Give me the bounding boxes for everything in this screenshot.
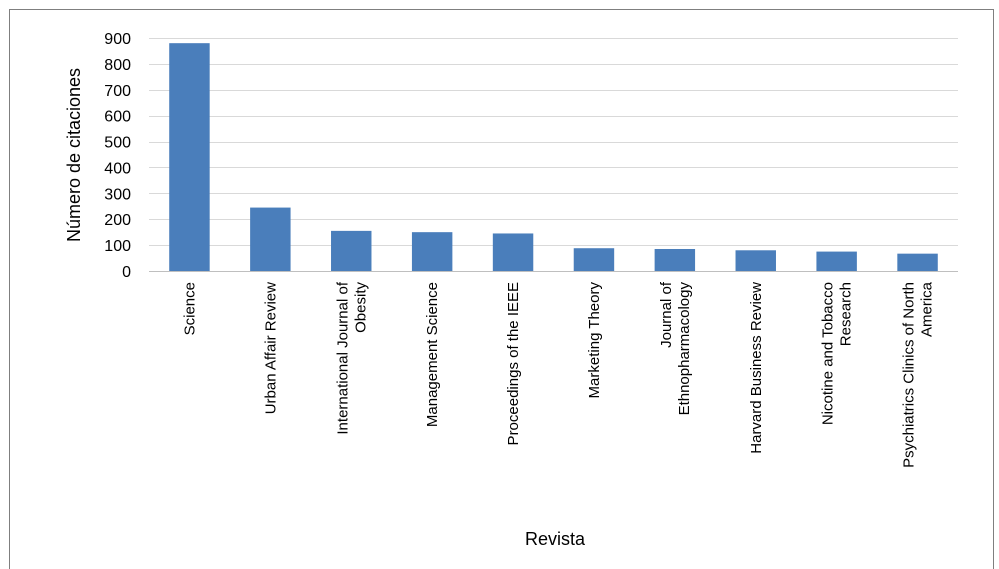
x-category-label-line: Urban Affair Review: [262, 282, 279, 414]
bar: [411, 232, 453, 271]
y-tick-label: 300: [104, 186, 131, 203]
y-tick-label: 700: [104, 83, 131, 100]
y-tick-label: 0: [122, 264, 131, 281]
x-category-label: Science: [181, 282, 198, 335]
bar: [897, 253, 938, 271]
y-tick-label: 900: [104, 31, 131, 48]
x-category-label: International Journal of Obesity: [334, 281, 369, 434]
x-category-label-line: America: [919, 281, 936, 337]
x-category-label: Journal of Ethnopharmacology: [658, 281, 693, 415]
bars: [169, 43, 938, 271]
y-tick-label: 800: [104, 57, 131, 74]
x-category-label: Nicotine and Tobacco Research: [820, 282, 855, 425]
x-category-label-line: International Journal of: [334, 281, 351, 434]
bar: [331, 230, 372, 271]
x-category-label-line: Nicotine and Tobacco: [820, 282, 837, 425]
x-category-label-line: Marketing Theory: [586, 282, 603, 399]
y-tick-label: 100: [104, 238, 131, 255]
x-category-label: Urban Affair Review: [262, 282, 279, 414]
x-category-labels: Science Urban Affair Review International …: [181, 281, 935, 468]
x-category-label-line: Research: [838, 282, 855, 346]
y-tick-label: 400: [104, 160, 131, 177]
x-category-label-line: Obesity: [352, 282, 369, 333]
x-category-label: Marketing Theory: [586, 282, 603, 399]
x-category-label-line: Ethnopharmacology: [676, 282, 693, 416]
x-category-label: Harvard Business Review: [748, 282, 765, 454]
x-category-label: Psychiatrics Clinics of North America: [901, 281, 936, 468]
bar: [816, 251, 857, 271]
x-category-label-line: Harvard Business Review: [748, 282, 765, 454]
x-category-label-line: Science: [181, 282, 198, 335]
x-category-label-line: Psychiatrics Clinics of North: [901, 282, 918, 468]
y-tick-label: 200: [104, 212, 131, 229]
x-category-label-line: Journal of: [658, 281, 675, 348]
bar: [169, 43, 210, 271]
x-category-label-line: Management Science: [424, 282, 441, 427]
y-tick-label: 600: [104, 109, 131, 126]
x-axis-title: Revista: [525, 529, 586, 549]
bar: [735, 250, 776, 271]
bar: [492, 233, 534, 271]
x-category-label: Management Science: [424, 282, 441, 427]
y-axis-title: Número de citaciones: [64, 68, 84, 242]
y-tick-labels: 0 100 200 300 400 500 600 700 800 900: [104, 31, 131, 281]
y-tick-label: 500: [104, 135, 131, 152]
x-category-label-line: Proceedings of the IEEE: [505, 282, 522, 445]
bar: [573, 248, 615, 271]
chart-frame: [9, 9, 994, 569]
bar: [654, 248, 696, 271]
x-category-label: Proceedings of the IEEE: [505, 282, 522, 445]
bar: [250, 207, 291, 271]
